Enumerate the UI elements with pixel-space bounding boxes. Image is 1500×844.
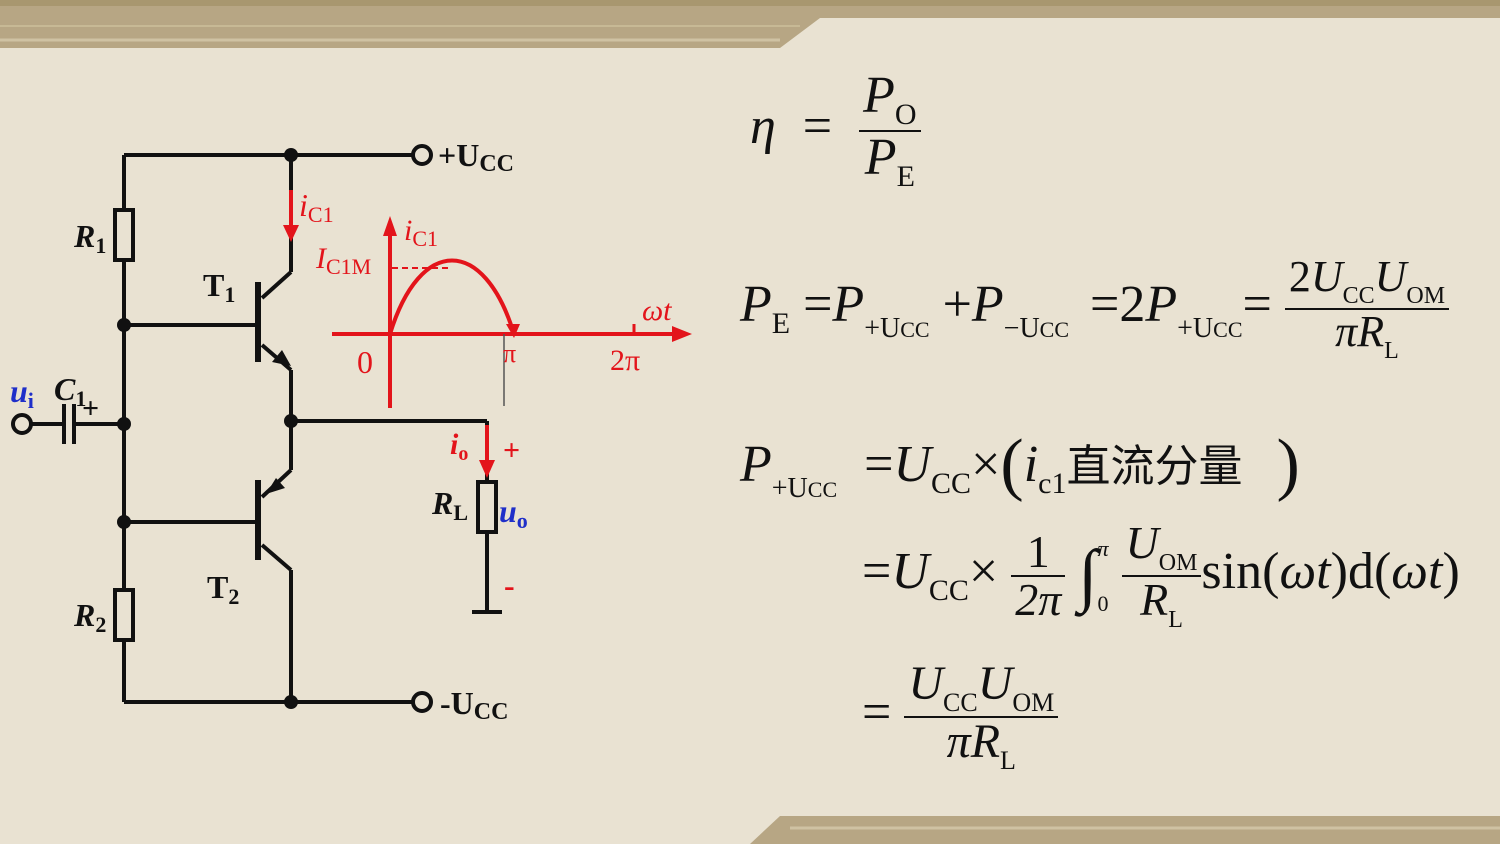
po-over-pe-fraction: PO PE <box>859 70 920 192</box>
waveform-pi-label: π <box>503 339 516 368</box>
waveform-inset: iC1 IC1M ωt 0 π 2π <box>315 214 692 408</box>
integral-equation: =UCC× 1 2π ∫ π 0 UOM RL sin(ωt)d(ωt) <box>862 520 1460 632</box>
vcc-pos-label: +UCC <box>438 137 514 177</box>
t1-label: T1 <box>203 267 235 307</box>
one-over-two-pi-fraction: 1 2π <box>1011 529 1065 623</box>
rl-label: RL <box>431 485 468 525</box>
r1-label: R1 <box>73 218 106 258</box>
ic1-label: iC1 <box>299 187 334 227</box>
dc-component-text: 直流分量 <box>1066 441 1242 492</box>
waveform-y-label: iC1 <box>404 214 438 251</box>
junction-dots <box>117 148 298 709</box>
waveform-y-arrow <box>383 216 397 236</box>
vcc-neg-terminal <box>413 693 431 711</box>
uo-label: uo <box>499 493 528 533</box>
vcc-neg-label: -UCC <box>440 685 508 725</box>
resistor-r1 <box>115 210 133 260</box>
io-label: io <box>450 428 468 465</box>
r2-label: R2 <box>73 597 106 637</box>
final-result-equation: = UCCUOM πRL <box>862 660 1058 774</box>
io-current-arrow <box>479 460 495 478</box>
input-terminal <box>13 415 31 433</box>
final-fraction: UCCUOM πRL <box>904 660 1058 774</box>
waveform-peak-label: IC1M <box>315 242 371 279</box>
waveform-2pi-label: 2π <box>610 344 640 377</box>
waveform-x-arrow <box>672 326 692 342</box>
integral-sign: ∫ <box>1078 537 1097 614</box>
resistor-rl <box>478 482 496 532</box>
equals-sign: = <box>803 98 832 155</box>
bottom-decorative-band <box>0 814 1500 844</box>
eta-symbol: η <box>750 98 776 155</box>
waveform-x-label: ωt <box>642 294 672 327</box>
uom-over-rl-fraction: UOM RL <box>1122 520 1202 632</box>
ui-label: ui <box>10 373 34 413</box>
c1-plus-sign: + <box>82 392 99 425</box>
output-plus-sign: + <box>503 434 520 467</box>
vcc-pos-terminal <box>413 146 431 164</box>
power-supply-equation: PE =P+UCC +P−UCC =2P+UCC= 2UCCUOM πRL <box>740 255 1449 363</box>
pe-result-fraction: 2UCCUOM πRL <box>1285 255 1449 363</box>
resistor-r2 <box>115 590 133 640</box>
t2-label: T2 <box>207 569 239 609</box>
positive-supply-power-equation: P+UCC =UCC×(ic1直流分量) <box>740 430 1300 503</box>
half-sine-curve <box>390 261 514 335</box>
output-minus-sign: - <box>504 567 515 603</box>
efficiency-equation: η = PO PE <box>750 70 921 192</box>
ic1-current-arrow <box>283 225 299 242</box>
waveform-origin-label: 0 <box>357 344 373 380</box>
push-pull-amplifier-diagram: +UCC -UCC R1 R2 T1 T2 C1 + ui iC1 io RL … <box>0 0 720 800</box>
